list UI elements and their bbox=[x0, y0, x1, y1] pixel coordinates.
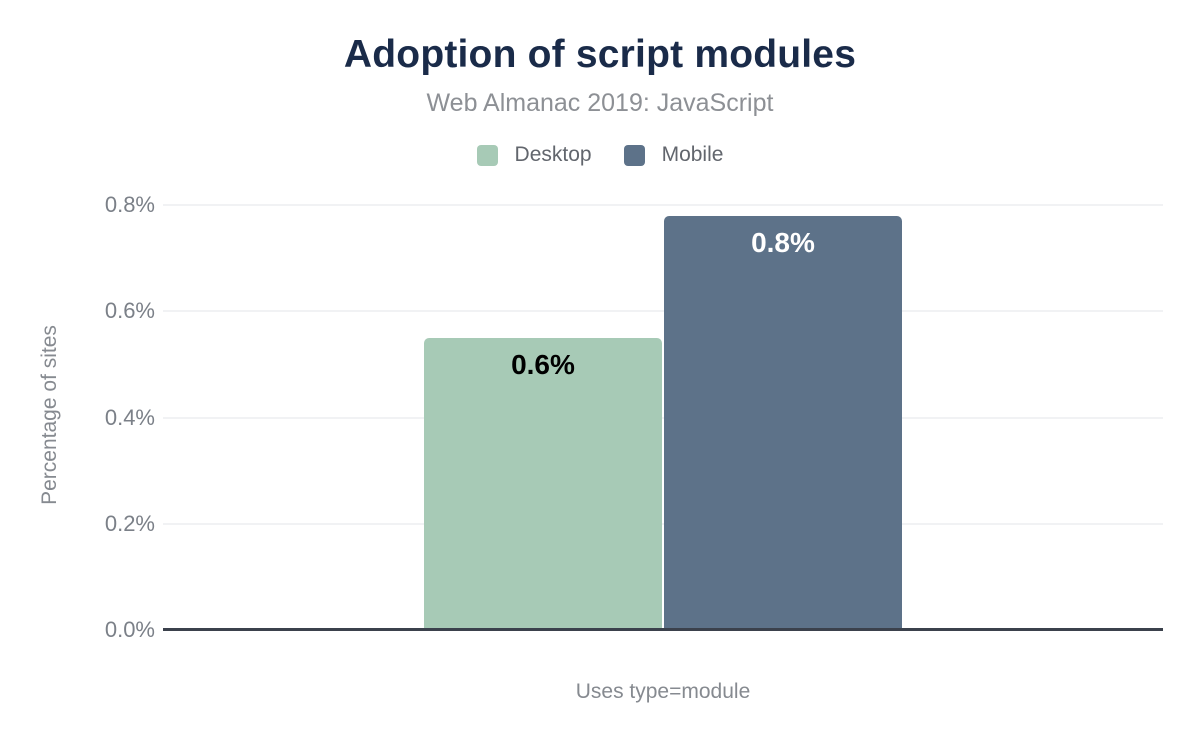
y-tick-label: 0.6% bbox=[104, 298, 155, 324]
bar-mobile[interactable]: 0.8% bbox=[664, 215, 902, 630]
bar-desktop[interactable]: 0.6% bbox=[424, 337, 662, 630]
desktop-swatch-icon bbox=[476, 144, 498, 166]
y-tick-label: 0.2% bbox=[104, 510, 155, 536]
bar-value-label: 0.6% bbox=[511, 348, 575, 380]
y-tick-label: 0.0% bbox=[104, 617, 155, 642]
mobile-swatch-icon bbox=[623, 144, 645, 166]
gridline bbox=[163, 204, 1163, 206]
legend-label-mobile: Mobile bbox=[661, 143, 724, 166]
chart-title: Adoption of script modules bbox=[343, 33, 857, 76]
chart-subtitle: Web Almanac 2019: JavaScript bbox=[426, 89, 774, 117]
chart-legend: Desktop Mobile bbox=[0, 143, 1200, 167]
y-axis-ticks: 0.0% 0.2% 0.4% 0.6% 0.8% bbox=[0, 192, 155, 642]
plot-area: 0.6% 0.8% bbox=[163, 204, 1163, 631]
legend-item-desktop[interactable]: Desktop bbox=[476, 143, 592, 167]
x-axis-title: Uses type=module bbox=[575, 680, 751, 703]
y-tick-label: 0.4% bbox=[104, 404, 155, 430]
gridline bbox=[163, 416, 1163, 419]
y-tick-label: 0.8% bbox=[104, 192, 155, 217]
legend-item-mobile[interactable]: Mobile bbox=[623, 143, 724, 167]
legend-label-desktop: Desktop bbox=[514, 143, 592, 166]
gridline bbox=[163, 522, 1163, 525]
gridline bbox=[163, 310, 1163, 313]
bar-value-label: 0.8% bbox=[751, 226, 815, 258]
x-axis-line bbox=[163, 628, 1163, 631]
